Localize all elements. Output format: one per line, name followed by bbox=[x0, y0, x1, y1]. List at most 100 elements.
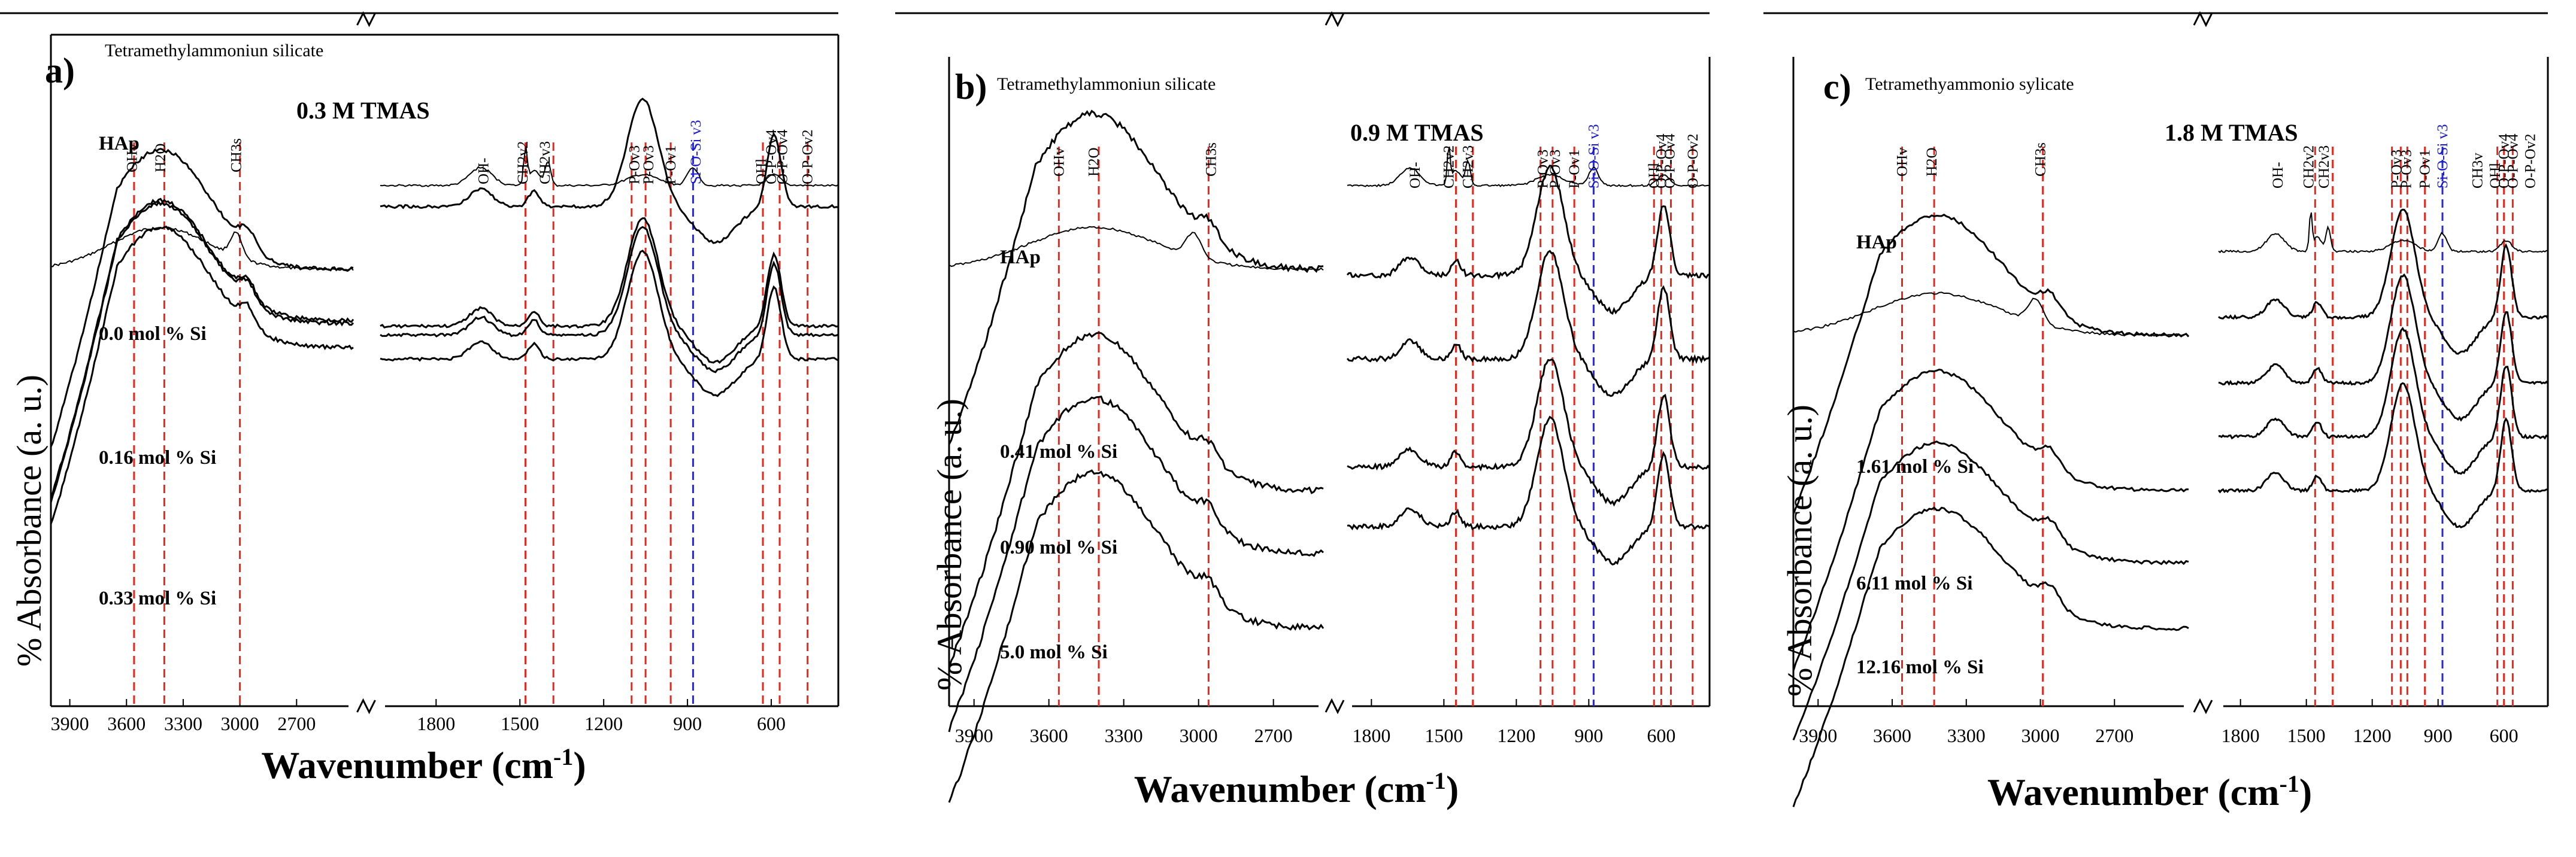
band-annotation: O-P-Ov4 bbox=[763, 129, 780, 184]
x-tick-label: 3000 bbox=[1180, 725, 1218, 746]
x-tick-label: 3600 bbox=[1030, 725, 1068, 746]
spectrum-line-right bbox=[1347, 146, 1710, 187]
spectrum-line-right bbox=[380, 217, 839, 364]
y-axis-title: % Absorbance (a. u.) bbox=[10, 375, 49, 667]
band-annotation: H2O bbox=[153, 143, 169, 172]
panel-title: Tetramethylammoniun silicate bbox=[997, 74, 1216, 94]
spectrum-line-left bbox=[948, 110, 1324, 445]
series-label: 0.0 mol % Si bbox=[99, 323, 207, 345]
series-label: HAp bbox=[1000, 247, 1041, 268]
x-tick-label: 3900 bbox=[51, 713, 89, 734]
tmas-concentration: 1.8 M TMAS bbox=[2165, 119, 2298, 146]
x-tick-label: 600 bbox=[2490, 725, 2519, 746]
tmas-concentration: 0.9 M TMAS bbox=[1350, 119, 1484, 146]
x-tick-label: 900 bbox=[673, 713, 702, 734]
x-tick-label: 1800 bbox=[2222, 725, 2260, 746]
x-axis-title: Wavenumber (cm-1) bbox=[1134, 767, 1459, 811]
tmas-concentration: 0.3 M TMAS bbox=[296, 97, 430, 124]
band-annotation: O-P-Ov2 bbox=[800, 129, 816, 184]
band-annotation: P-Ov1 bbox=[663, 145, 679, 184]
band-annotation: OHv bbox=[125, 143, 141, 172]
spectrum-line-right bbox=[1346, 165, 1710, 315]
band-annotation: OHl bbox=[1646, 163, 1662, 189]
x-tick-label: 2700 bbox=[277, 713, 316, 734]
x-tick-label: 900 bbox=[1574, 725, 1603, 746]
band-annotation: O-P-Ov2 bbox=[1685, 133, 1701, 189]
band-annotation: P-Ov3 bbox=[1547, 150, 1563, 189]
spectrum-line-left bbox=[1792, 214, 2190, 515]
band-annotation: CH3s bbox=[1204, 142, 1220, 177]
x-tick-label: 3600 bbox=[107, 713, 146, 734]
panel-1: 3900 3600 3300 3000 2700 1800 1500 1200 900 600 a)… bbox=[0, 11, 840, 787]
panel-label: b) bbox=[955, 67, 987, 107]
y-axis-title: % Absorbance (a. u.) bbox=[1780, 405, 1819, 697]
x-tick-label: 2700 bbox=[2095, 725, 2133, 746]
spectrum-line-right bbox=[380, 226, 839, 373]
x-tick-label: 1200 bbox=[2353, 725, 2392, 746]
series-label: 6.11 mol % Si bbox=[1856, 573, 1972, 594]
band-annotation: O-P-Ov4 bbox=[2496, 133, 2513, 189]
band-annotation: O-P-Ov4 bbox=[775, 129, 791, 184]
spectrum-line-right bbox=[380, 146, 839, 187]
band-annotation: Si-O-Si v3 bbox=[2435, 124, 2451, 189]
panel-3: 3900 3600 3300 3000 2700 1800 1500 1200 900 600c)… bbox=[1763, 11, 2549, 814]
band-annotation: CH3s bbox=[228, 138, 244, 172]
x-tick-label: 900 bbox=[2424, 725, 2453, 746]
panel-label: c) bbox=[1823, 67, 1851, 107]
axis-break-top bbox=[1325, 11, 1345, 28]
band-annotation: CH3s bbox=[2033, 142, 2049, 177]
band-annotation: O-P-Ov4 bbox=[1653, 133, 1669, 189]
x-tick-label: 3300 bbox=[164, 713, 202, 734]
x-tick-label: 3600 bbox=[1873, 725, 1911, 746]
spectrum-line-left bbox=[948, 332, 1324, 668]
x-axis-title: Wavenumber (cm-1) bbox=[261, 743, 586, 787]
band-annotation: OHl bbox=[2487, 163, 2504, 189]
x-tick-label: 1800 bbox=[417, 713, 455, 734]
axis-break-top bbox=[356, 11, 376, 28]
spectrum-line-left bbox=[1793, 291, 2189, 337]
band-annotation: CH2v2 bbox=[515, 141, 531, 184]
band-annotation: OH- bbox=[476, 158, 492, 184]
band-annotation: P-Ov1 bbox=[1566, 150, 1583, 189]
band-annotation: CH2v2 bbox=[2301, 145, 2317, 189]
panel-label: a) bbox=[45, 51, 75, 90]
panel-title: Tetramethyammonio sylicate bbox=[1865, 74, 2074, 94]
series-label: HAp bbox=[99, 133, 140, 154]
band-annotation: Si-O-Si v3 bbox=[688, 120, 704, 184]
band-annotation: OH- bbox=[1407, 162, 1423, 189]
band-annotation: CH2v2 bbox=[1441, 145, 1457, 189]
band-annotation: O-P-Ov4 bbox=[2505, 133, 2521, 189]
spectrum-line-right bbox=[380, 250, 839, 397]
spectrum-line-left bbox=[50, 225, 354, 524]
x-tick-label: 1500 bbox=[2287, 725, 2326, 746]
x-tick-label: 600 bbox=[757, 713, 786, 734]
band-annotation: P-Ov3 bbox=[2399, 150, 2415, 189]
panel-title: Tetramethylammoniun silicate bbox=[105, 41, 323, 60]
axis-break-top bbox=[2193, 11, 2213, 28]
spectrum-line-right bbox=[1347, 415, 1710, 566]
spectrum-line-left bbox=[1792, 440, 2189, 741]
band-annotation: CH2v3 bbox=[1460, 145, 1477, 189]
panel-2: 3900 3600 3300 3000 2700 1800 1500 1200 900 600b)… bbox=[895, 11, 1711, 811]
band-annotation: H2O bbox=[1924, 147, 1940, 177]
spectrum-line-left bbox=[948, 396, 1324, 733]
series-label: 5.0 mol % Si bbox=[1000, 642, 1108, 663]
spectrum-line-right bbox=[380, 98, 839, 244]
spectrum-line-left bbox=[1792, 506, 2189, 807]
axis-break-bottom bbox=[2193, 698, 2213, 715]
x-axis-title: Wavenumber (cm-1) bbox=[1987, 770, 2312, 814]
x-tick-label: 1200 bbox=[1497, 725, 1535, 746]
band-annotation: P-Ov3 bbox=[626, 145, 643, 184]
band-annotation: OHv bbox=[1895, 147, 1911, 177]
y-axis-title: % Absorbance (a. u.) bbox=[930, 399, 969, 691]
spectrum-line-left bbox=[50, 148, 354, 448]
spectrum-line-right bbox=[1347, 358, 1711, 507]
series-label: 0.33 mol % Si bbox=[99, 588, 216, 609]
band-annotation: H2O bbox=[1086, 147, 1102, 177]
band-annotation: P-Ov3 bbox=[641, 145, 657, 184]
x-tick-label: 600 bbox=[1647, 725, 1675, 746]
band-annotation: O-P-Ov4 bbox=[1662, 133, 1678, 189]
axis-break-bottom bbox=[356, 698, 376, 715]
band-annotation: P-Ov3 bbox=[1535, 150, 1551, 189]
spectrum-line-left bbox=[50, 200, 354, 503]
